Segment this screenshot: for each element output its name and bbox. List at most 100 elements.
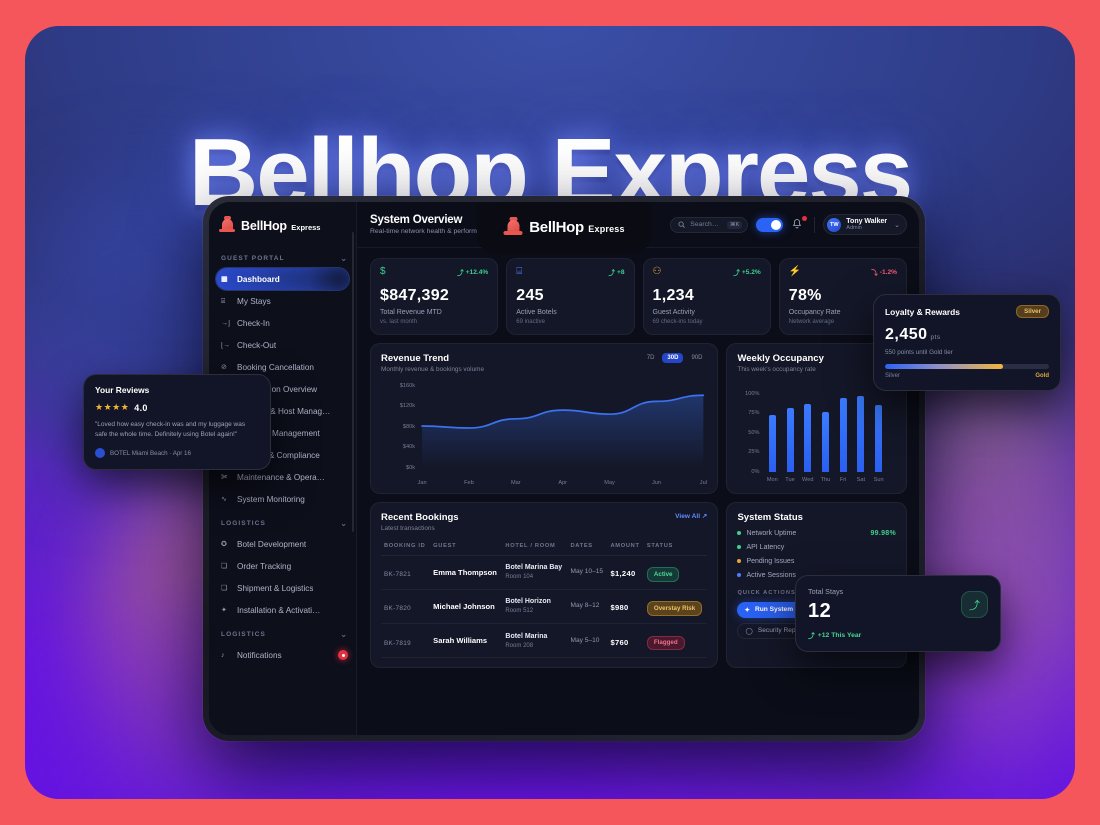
- sidebar-item-my-stays[interactable]: ⌸ My Stays: [209, 290, 356, 312]
- sidebar-item-check-in[interactable]: →] Check-In: [209, 312, 356, 334]
- stat-sub: 69 check-ins today: [652, 318, 703, 325]
- stat-value: 78%: [788, 287, 822, 304]
- chevron-down-icon: ⌄: [340, 630, 348, 639]
- chevron-down-icon: ⌄: [894, 221, 900, 229]
- sidebar-item-label: Maintenance & Opera…: [237, 472, 325, 482]
- bookings-table: BOOKING ID GUEST HOTEL / ROOM DATES AMOUNT ST…: [381, 538, 708, 659]
- view-all-label: View All: [675, 512, 701, 520]
- sidebar-section-header[interactable]: GUEST PORTAL ⌄: [209, 245, 356, 268]
- divider: [814, 216, 816, 233]
- hotel-name: Botel Horizon: [505, 598, 551, 606]
- sidebar-item-label: Check-Out: [237, 340, 277, 350]
- status-row: API Latency: [737, 544, 896, 551]
- stat-sub: Network average: [788, 318, 835, 325]
- table-column-header: AMOUNT: [607, 538, 644, 556]
- bar: [768, 415, 776, 472]
- range-option-7d[interactable]: 7D: [646, 354, 655, 361]
- chevron-down-icon: ⌄: [340, 254, 348, 263]
- search-icon: [678, 221, 686, 228]
- sidebar-scrollbar[interactable]: [352, 232, 354, 532]
- line-y-tick: $40k: [402, 444, 415, 450]
- sidebar-section-label: LOGISTICS: [221, 520, 266, 527]
- table-row[interactable]: BK-7820 Michael Johnson Botel Horizon Room …: [381, 589, 708, 625]
- bar: [821, 412, 829, 472]
- spark-icon: ✦: [221, 606, 227, 614]
- bar-x-tick: Thu: [820, 476, 831, 483]
- trend-up-icon: ⤴: [457, 270, 464, 277]
- sidebar-item-installation-activati[interactable]: ✦ Installation & Activati…: [209, 599, 356, 621]
- room-number: Room 208: [505, 642, 534, 649]
- stat-value: 1,234: [652, 287, 695, 304]
- sidebar-item-notifications[interactable]: ♪ Notifications: [209, 644, 356, 666]
- table-column-header: HOTEL / ROOM: [502, 538, 568, 556]
- range-option-90d[interactable]: 90D: [691, 354, 703, 361]
- trend-up-icon: ⤴: [808, 633, 815, 640]
- table-row[interactable]: BK-7821 Emma Thompson Botel Marina Bay Room…: [381, 555, 708, 590]
- trend-up-icon: ⤴: [733, 270, 740, 277]
- range-selector[interactable]: 7D 30D 90D: [642, 352, 708, 363]
- stat-label: Occupancy Rate: [788, 309, 841, 316]
- line-x-tick: Jul: [699, 479, 707, 486]
- chevron-down-icon: ⌄: [340, 519, 348, 528]
- stat-delta: ⤴ +5.2%: [733, 267, 761, 278]
- table-column-header: STATUS: [643, 538, 708, 556]
- status-dot: [737, 559, 742, 563]
- hotel-name: Botel Marina: [505, 632, 548, 640]
- user-role: Admin: [846, 225, 862, 232]
- sidebar-item-dashboard[interactable]: ▦ Dashboard: [216, 268, 349, 290]
- sidebar-section-header[interactable]: LOGISTICS ⌄: [209, 621, 356, 644]
- booking-id: BK-7821: [384, 571, 411, 579]
- sidebar-item-botel-development[interactable]: ✪ Botel Development: [209, 533, 356, 555]
- sidebar-item-label: Installation & Activati…: [237, 605, 321, 615]
- search-input[interactable]: Search… ⌘K: [670, 216, 749, 233]
- sidebar-item-check-out[interactable]: [→ Check-Out: [209, 334, 356, 356]
- range-option-30d[interactable]: 30D: [662, 352, 684, 363]
- revenue-trend-panel: Revenue Trend Monthly revenue & bookings…: [370, 342, 719, 494]
- table-column-header: BOOKING ID: [381, 538, 431, 556]
- tier-progress-labels: Silver Gold: [885, 373, 1049, 379]
- points-subtitle: 550 points until Gold tier: [885, 349, 953, 356]
- status-label: Pending Issues: [746, 557, 795, 565]
- notification-badge: [338, 650, 348, 660]
- tier-to-label: Gold: [1035, 373, 1049, 379]
- recent-bookings-panel: Recent Bookings Latest transactions View…: [370, 501, 719, 669]
- sidebar-section-header[interactable]: LOGISTICS ⌄: [209, 510, 356, 533]
- trend-up-icon: ⤴: [961, 591, 988, 618]
- trend-up-icon: ⤴: [608, 270, 615, 277]
- panel-title: Weekly Occupancy: [737, 352, 824, 364]
- points-value: 2,450 pts: [885, 326, 1049, 344]
- view-all-link[interactable]: View All ↗: [675, 512, 707, 520]
- package-icon: ❏: [221, 562, 228, 570]
- table-column-header: GUEST: [430, 538, 503, 556]
- sidebar-item-booking-cancellation[interactable]: ⊘ Booking Cancellation: [209, 356, 356, 378]
- room-number: Room 512: [505, 608, 534, 615]
- line-y-tick: $120k: [399, 403, 415, 409]
- sidebar-item-system-monitoring[interactable]: ∿ System Monitoring: [209, 488, 356, 510]
- table-row[interactable]: BK-7819 Sarah Williams Botel Marina Room 20…: [381, 623, 708, 659]
- card-title: Loyalty & Rewards: [885, 306, 960, 317]
- panel-title: System Status: [737, 511, 803, 523]
- booking-id: BK-7820: [384, 605, 411, 613]
- theme-toggle[interactable]: [756, 217, 784, 232]
- bar: [875, 405, 883, 472]
- stat-card: $ ⤴ +12.4% $847,392 Total Revenue MTD vs. las…: [370, 258, 499, 335]
- stat-delta: ⤴ +8: [608, 267, 624, 278]
- sidebar-item-shipment-logistics[interactable]: ❏ Shipment & Logistics: [209, 577, 356, 599]
- occupancy-bar-chart: 0% 25% 50% 75% 100% Mon Tue Wed Thu Fri Sat Sun: [737, 380, 896, 484]
- stat-card: ⌸ ⤴ +8 245 Active Botels 69 inactive: [506, 258, 635, 335]
- sidebar-item-label: Order Tracking: [237, 561, 292, 571]
- bar: [786, 407, 794, 472]
- external-link-icon: ↗: [701, 512, 708, 520]
- sidebar-brand[interactable]: BellHop Express: [209, 212, 356, 245]
- avatar: TW: [827, 217, 842, 232]
- booking-amount: $980: [610, 603, 629, 613]
- line-x-tick: Jan: [417, 479, 427, 486]
- notifications-button[interactable]: [791, 216, 808, 232]
- security-report-label: Security Report: [757, 627, 804, 634]
- bell-icon: [793, 219, 802, 229]
- stat-delta-value: +5.2%: [741, 268, 761, 276]
- sidebar-item-order-tracking[interactable]: ❏ Order Tracking: [209, 555, 356, 577]
- user-menu[interactable]: TW Tony Walker Admin ⌄: [823, 214, 907, 235]
- notch-brand-line2: Express: [588, 224, 625, 234]
- revenue-line-chart: $0k $40k $80k $120k $160k Jan Feb Mar Apr May Jun…: [381, 380, 707, 486]
